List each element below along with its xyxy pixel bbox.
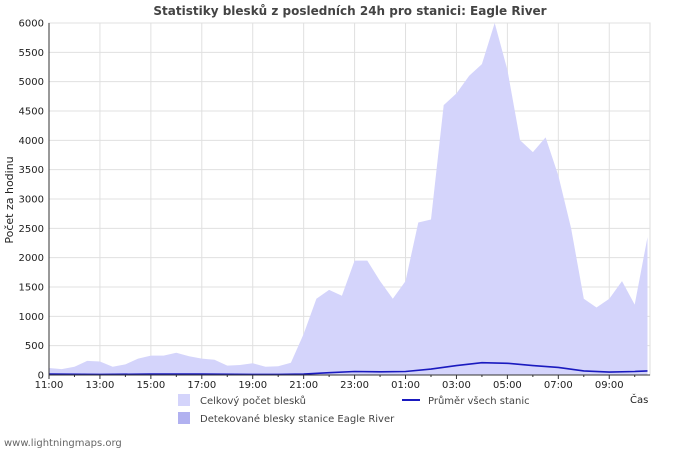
y-tick-label: 3500 (19, 165, 44, 176)
y-tick-label: 2500 (19, 224, 44, 235)
x-tick-label: 23:00 (340, 380, 369, 391)
y-tick-label: 1500 (19, 283, 44, 294)
x-axis-label: Čas (630, 393, 648, 406)
legend-swatch-station (178, 412, 190, 424)
legend-label-total: Celkový počet blesků (200, 395, 306, 407)
x-tick-label: 07:00 (544, 380, 573, 391)
y-tick-label: 6000 (19, 19, 44, 30)
y-tick-label: 0 (38, 371, 44, 382)
x-tick-label: 09:00 (595, 380, 624, 391)
x-tick-label: 21:00 (289, 380, 318, 391)
y-tick-label: 1000 (19, 312, 44, 323)
legend: Celkový počet blesků Detekované blesky s… (178, 394, 530, 425)
series-area-0 (49, 23, 648, 375)
legend-label-avg: Průměr všech stanic (428, 395, 530, 407)
y-tick-label: 3000 (19, 195, 44, 206)
footer-credit: www.lightningmaps.org (4, 438, 122, 449)
x-tick-label: 11:00 (35, 380, 64, 391)
x-tick-label: 13:00 (86, 380, 115, 391)
chart-title: Statistiky blesků z posledních 24h pro s… (153, 4, 546, 18)
x-tick-label: 03:00 (442, 380, 471, 391)
x-tick-label: 01:00 (391, 380, 420, 391)
y-tick-label: 4500 (19, 107, 44, 118)
y-tick-label: 5000 (19, 77, 44, 88)
series-line-avg (48, 361, 648, 376)
y-tick-label: 500 (25, 341, 44, 352)
y-tick-label: 2000 (19, 253, 44, 264)
x-tick-label: 19:00 (238, 380, 267, 391)
plot-area (48, 23, 648, 376)
axes: 0 500 1000 1500 2000 2500 3000 3500 4000 4500 5000… (19, 19, 650, 391)
y-tick-label: 4000 (19, 136, 44, 147)
x-tick-label: 05:00 (493, 380, 522, 391)
x-tick-label: 17:00 (187, 380, 216, 391)
y-axis-label: Počet za hodinu (3, 156, 16, 243)
y-tick-label: 5500 (19, 48, 44, 59)
legend-swatch-total (178, 394, 190, 406)
legend-label-station: Detekované blesky stanice Eagle River (200, 413, 395, 425)
x-tick-label: 15:00 (136, 380, 165, 391)
